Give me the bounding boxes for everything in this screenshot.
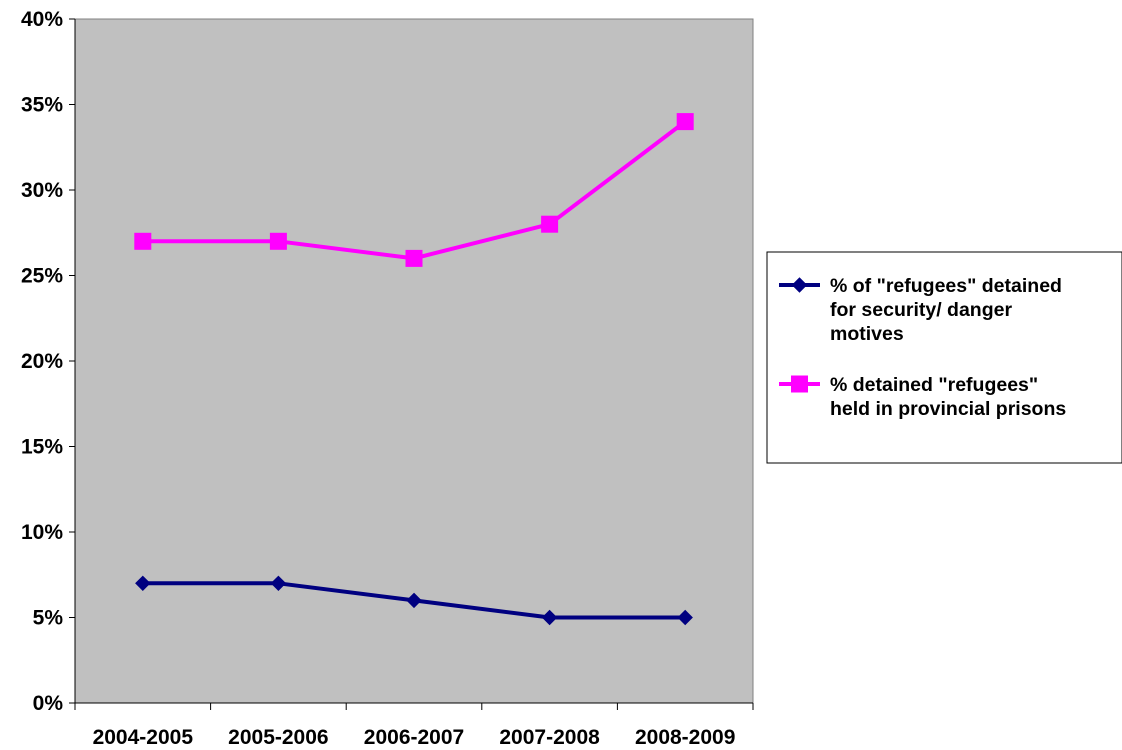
y-tick-label: 15% [21, 436, 63, 459]
y-tick-label: 0% [33, 692, 64, 715]
x-tick-label: 2004-2005 [93, 726, 194, 749]
data-point [269, 232, 287, 250]
data-point [676, 113, 694, 131]
legend-label: % detained "refugees" [830, 374, 1038, 396]
data-point [270, 575, 287, 592]
x-tick-label: 2005-2006 [228, 726, 328, 749]
legend-label: held in provincial prisons [830, 398, 1066, 420]
y-tick-label: 5% [33, 607, 64, 630]
data-point [405, 249, 423, 267]
y-tick-label: 10% [21, 521, 63, 544]
legend-swatch-marker [791, 375, 808, 393]
data-point [541, 609, 558, 626]
axes: 0% 5% 10% 15% 20% 25% 30% 35% 40% 2004-2005 2005-2… [21, 8, 754, 749]
y-tick-label: 20% [21, 350, 63, 373]
y-tick-label: 25% [21, 265, 63, 288]
legend-label: motives [830, 323, 904, 345]
data-point [135, 575, 151, 592]
series-layer [134, 113, 694, 626]
data-point [134, 232, 152, 250]
y-tick-label: 35% [21, 94, 63, 117]
x-tick-label: 2007-2008 [499, 726, 600, 749]
series-2 [134, 113, 694, 267]
legend-entry-2: % detained "refugees"held in provincial … [779, 374, 1066, 420]
x-tick-label: 2008-2009 [635, 726, 735, 749]
legend-swatch-marker [791, 277, 808, 293]
legend-label: % of "refugees" detained [830, 275, 1062, 297]
series-1 [135, 575, 693, 626]
data-point [677, 609, 693, 626]
y-tick-label: 30% [21, 179, 63, 202]
legend-box [766, 251, 1122, 464]
data-point [541, 215, 559, 233]
x-tick-label: 2006-2007 [364, 726, 464, 749]
plot-area [74, 18, 754, 704]
legend-label: for security/ danger [830, 299, 1012, 321]
y-tick-label: 40% [21, 8, 63, 31]
data-point [406, 592, 422, 609]
